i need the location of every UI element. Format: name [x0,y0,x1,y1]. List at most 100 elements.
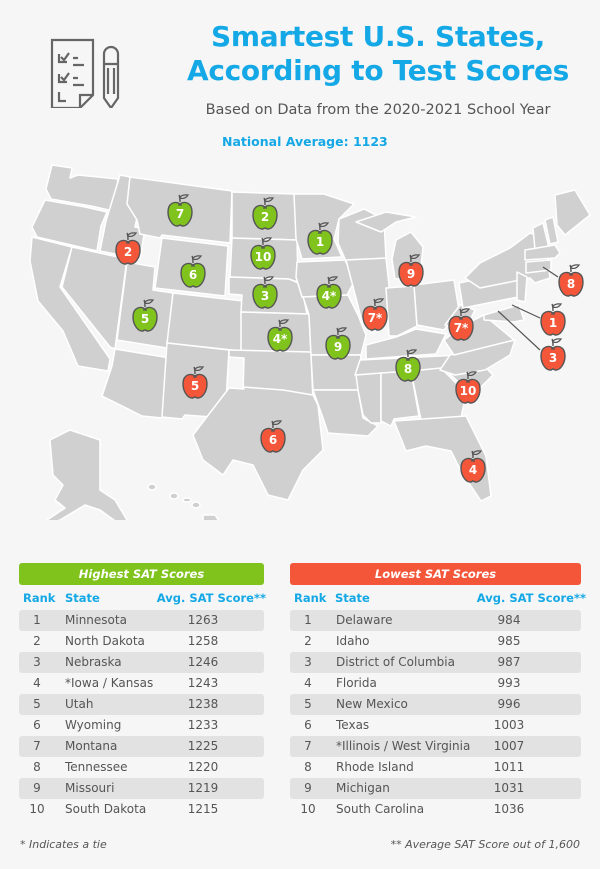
table-row: 10 South Carolina 1036 [290,799,581,820]
apple-icon [395,349,421,382]
apple-icon [307,222,333,255]
apple-icon [316,276,342,309]
apple-icon [182,366,208,399]
table-row: 1 Delaware 984 [290,610,581,631]
table-row: 9 Michigan 1031 [290,778,581,799]
state-cell: Missouri [65,781,115,795]
apple-marker-florida: 4 [458,449,488,483]
apple-icon [260,420,286,453]
marker-rank: 5 [140,312,150,326]
score-cell: 1263 [187,613,219,627]
table-row: 6 Wyoming 1233 [19,715,264,736]
apple-icon [132,299,158,332]
apple-marker-district-of-columbia: 3 [538,337,568,371]
marker-rank: 10 [459,384,477,398]
apple-marker-tennessee: 8 [393,348,423,382]
state-cell: Delaware [336,613,393,627]
score-cell: 1246 [187,655,219,669]
rank-cell: 4 [33,676,41,690]
col-state: State [65,591,100,605]
rank-cell: 3 [304,655,312,669]
state-cell: Florida [336,676,377,690]
national-average: National Average: 1123 [222,134,388,149]
apple-icon [460,450,486,483]
rank-cell: 9 [304,781,312,795]
table-row: 1 Minnesota 1263 [19,610,264,631]
score-cell: 993 [497,676,521,690]
table-row: 6 Texas 1003 [290,715,581,736]
table-row: 7 *Illinois / West Virginia 1007 [290,736,581,757]
apple-icon [252,197,278,230]
checklist-pencil-icon [46,28,136,110]
table-row: 9 Missouri 1219 [19,778,264,799]
apple-icon [250,237,276,270]
state-cell: Rhode Island [336,760,414,774]
rank-cell: 2 [304,634,312,648]
rank-cell: 6 [304,718,312,732]
apple-marker-illinois: 7* [360,297,390,331]
highest-table-header: Rank State Avg. SAT Score** [19,585,266,610]
apple-marker-texas: 6 [258,419,288,453]
highest-table-body: 1 Minnesota 1263 2 North Dakota 1258 3 Nebraska… [19,610,264,820]
marker-rank: 8 [566,277,576,291]
page-title: Smartest U.S. States, According to Test … [168,20,588,88]
apple-icon [167,194,193,227]
marker-rank: 6 [188,268,198,282]
score-cell: 1233 [187,718,219,732]
state-cell: Idaho [336,634,370,648]
score-cell: 1215 [187,802,219,816]
apple-icon [325,327,351,360]
rank-cell: 6 [33,718,41,732]
state-cell: *Illinois / West Virginia [336,739,471,753]
state-cell: Wyoming [65,718,122,732]
lowest-table-header: Rank State Avg. SAT Score** [290,585,586,610]
score-cell: 1031 [493,781,525,795]
state-cell: South Dakota [65,802,147,816]
col-score: Avg. SAT Score** [476,591,586,605]
state-cell: New Mexico [336,697,408,711]
apple-marker-new-mexico: 5 [180,365,210,399]
marker-rank: 3 [548,351,558,365]
us-map: 7 2 1 2 10 6 9 8 4* 3 5 7* 1 7* 4* 9 3 8 5 10 6 4 [0,160,600,534]
marker-rank: 1 [315,235,325,249]
apple-icon [115,232,141,265]
marker-rank: 6 [268,433,278,447]
us-states-shape [29,164,591,534]
apple-icon [455,371,481,404]
score-cell: 1243 [187,676,219,690]
state-cell: Tennessee [65,760,128,774]
state-cell: South Carolina [336,802,425,816]
apple-icon [252,276,278,309]
rank-cell: 3 [33,655,41,669]
rank-cell: 8 [304,760,312,774]
table-row: 2 Idaho 985 [290,631,581,652]
apple-marker-missouri: 9 [323,326,353,360]
table-row: 8 Rhode Island 1011 [290,757,581,778]
lowest-table-body: 1 Delaware 984 2 Idaho 985 3 District of Columb… [290,610,581,820]
table-row: 10 South Dakota 1215 [19,799,264,820]
marker-rank: 7 [175,207,185,221]
marker-rank: 1 [548,316,558,330]
apple-icon [540,338,566,371]
apple-marker-south-carolina: 10 [453,370,483,404]
col-state: State [335,591,370,605]
apple-marker-nebraska: 3 [250,275,280,309]
apple-marker-kansas: 4* [265,318,295,352]
marker-rank: 5 [190,379,200,393]
title-line-1: Smartest U.S. States, [211,20,545,53]
col-rank: Rank [294,591,327,605]
score-cell: 987 [497,655,521,669]
highest-sat-table: Highest SAT Scores Rank State Avg. SAT S… [19,563,266,820]
lowest-sat-table: Lowest SAT Scores Rank State Avg. SAT Sc… [290,563,586,820]
state-cell: Nebraska [65,655,122,669]
table-row: 4 *Iowa / Kansas 1243 [19,673,264,694]
apple-marker-minnesota: 1 [305,221,335,255]
col-rank: Rank [23,591,56,605]
marker-rank: 4* [272,332,288,346]
tie-footnote: * Indicates a tie [20,838,107,851]
state-cell: Utah [65,697,94,711]
score-cell: 1036 [493,802,525,816]
score-cell: 1258 [187,634,219,648]
score-cell: 984 [497,613,521,627]
table-row: 2 North Dakota 1258 [19,631,264,652]
